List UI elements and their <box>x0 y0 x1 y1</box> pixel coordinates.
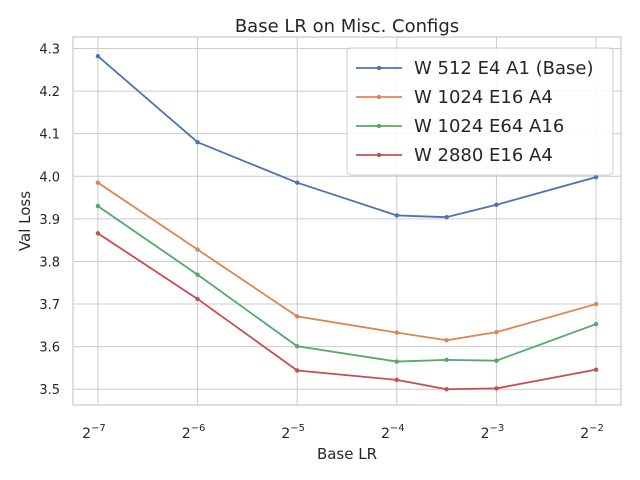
legend: W 512 E4 A1 (Base) W 1024 E16 A4 W 1024 E6… <box>346 47 614 176</box>
x-tick-label: 2−6 <box>182 423 206 442</box>
legend-marker <box>376 65 382 71</box>
data-point <box>444 357 449 363</box>
legend-marker <box>376 123 382 129</box>
data-point <box>294 368 300 373</box>
legend-label: W 2880 E16 A4 <box>414 145 553 166</box>
data-point <box>444 338 449 343</box>
y-tick-label: 4.2 <box>39 85 60 100</box>
chart-title: Base LR on Misc. Configs <box>235 16 459 37</box>
x-tick-label: 2−7 <box>82 423 106 442</box>
data-point <box>394 377 400 383</box>
data-point <box>95 203 101 209</box>
data-point <box>593 301 599 307</box>
data-point <box>444 214 449 220</box>
grid-lines <box>73 37 621 405</box>
data-point <box>394 213 400 218</box>
data-point <box>494 329 499 335</box>
data-point <box>444 387 449 392</box>
y-tick-label: 3.5 <box>39 383 60 398</box>
data-point <box>394 359 400 364</box>
data-point <box>494 202 499 208</box>
x-tick-label: 2−4 <box>381 423 405 442</box>
data-point <box>195 140 200 145</box>
x-axis-label: Base LR <box>317 445 377 463</box>
series-lines <box>95 53 599 392</box>
data-point <box>195 272 200 277</box>
y-tick-label: 4.1 <box>39 128 60 143</box>
y-axis-label: Val Loss <box>16 191 34 251</box>
y-tick-label: 4.0 <box>39 170 60 185</box>
y-tick-label: 3.7 <box>39 298 60 313</box>
x-tick-labels: 2−7 2−6 2−5 2−4 2−3 2−2 <box>82 423 604 442</box>
y-tick-label: 3.6 <box>39 341 60 356</box>
x-tick-label: 2−5 <box>281 423 305 442</box>
legend-label: W 512 E4 A1 (Base) <box>414 58 594 79</box>
y-tick-label: 3.8 <box>39 255 60 270</box>
x-tick-label: 2−2 <box>580 423 604 442</box>
x-tick-label: 2−3 <box>481 423 505 442</box>
data-point <box>95 231 101 236</box>
data-point <box>294 344 300 349</box>
legend-marker <box>376 152 382 158</box>
data-point <box>494 386 499 391</box>
data-point <box>195 296 200 302</box>
data-point <box>593 321 599 327</box>
y-tick-labels: 3.5 3.6 3.7 3.8 3.9 4.0 4.1 4.2 4.3 <box>39 43 60 399</box>
plot-frame <box>72 36 622 406</box>
data-point <box>294 180 300 185</box>
data-point <box>593 174 599 180</box>
data-point <box>494 358 499 363</box>
data-point <box>95 180 101 185</box>
data-point <box>394 330 400 335</box>
data-point <box>294 314 300 319</box>
legend-label: W 1024 E64 A16 <box>414 116 564 137</box>
data-point <box>95 53 101 59</box>
data-point <box>593 367 599 372</box>
y-tick-label: 3.9 <box>39 213 60 228</box>
legend-box <box>346 47 614 176</box>
legend-entries: W 512 E4 A1 (Base) W 1024 E16 A4 W 1024 E6… <box>356 58 594 166</box>
y-tick-label: 4.3 <box>39 43 60 58</box>
legend-label: W 1024 E16 A4 <box>414 87 553 108</box>
legend-marker <box>376 94 382 100</box>
data-point <box>195 247 200 252</box>
